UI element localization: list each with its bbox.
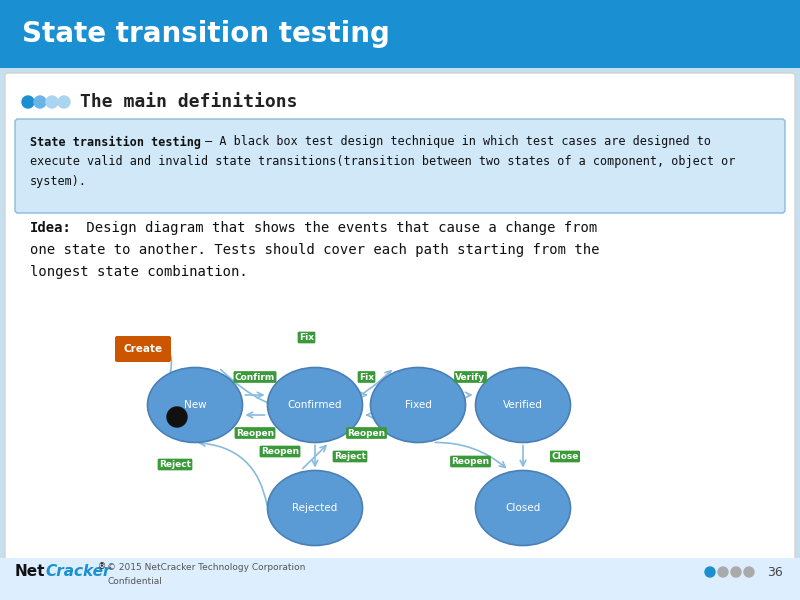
- Ellipse shape: [475, 367, 570, 443]
- Circle shape: [705, 567, 715, 577]
- Ellipse shape: [267, 367, 362, 443]
- Text: Closed: Closed: [506, 503, 541, 513]
- Circle shape: [731, 567, 741, 577]
- Text: Cracker: Cracker: [45, 565, 110, 580]
- Ellipse shape: [267, 470, 362, 545]
- Text: 36: 36: [767, 565, 783, 578]
- Ellipse shape: [147, 367, 242, 443]
- Text: New: New: [184, 400, 206, 410]
- Bar: [0, 558, 800, 600]
- Text: Reject: Reject: [159, 460, 191, 469]
- Text: Rejected: Rejected: [292, 503, 338, 513]
- Text: State transition testing: State transition testing: [22, 20, 390, 48]
- Text: Confirmed: Confirmed: [288, 400, 342, 410]
- Ellipse shape: [370, 367, 466, 443]
- Text: The main definitions: The main definitions: [80, 93, 298, 111]
- Text: Reopen: Reopen: [236, 428, 274, 437]
- Text: longest state combination.: longest state combination.: [30, 265, 248, 279]
- Text: one state to another. Tests should cover each path starting from the: one state to another. Tests should cover…: [30, 243, 599, 257]
- FancyBboxPatch shape: [15, 119, 785, 213]
- Text: Net: Net: [15, 565, 46, 580]
- Text: Verified: Verified: [503, 400, 543, 410]
- Ellipse shape: [475, 470, 570, 545]
- Text: Fixed: Fixed: [405, 400, 431, 410]
- Text: State transition testing: State transition testing: [30, 136, 201, 149]
- FancyBboxPatch shape: [5, 73, 795, 561]
- Circle shape: [34, 96, 46, 108]
- Circle shape: [167, 407, 187, 427]
- FancyBboxPatch shape: [115, 336, 171, 362]
- Text: execute valid and invalid state transitions(transition between two states of a c: execute valid and invalid state transiti…: [30, 155, 735, 169]
- Text: Design diagram that shows the events that cause a change from: Design diagram that shows the events tha…: [78, 221, 598, 235]
- Text: Confirm: Confirm: [235, 373, 275, 382]
- Text: – A black box test design technique in which test cases are designed to: – A black box test design technique in w…: [198, 136, 711, 148]
- Text: Fix: Fix: [359, 373, 374, 382]
- Circle shape: [58, 96, 70, 108]
- Text: Confidential: Confidential: [107, 577, 162, 587]
- Text: Idea:: Idea:: [30, 221, 72, 235]
- Text: Fix: Fix: [299, 333, 314, 342]
- Text: Create: Create: [123, 344, 162, 354]
- Text: © 2015 NetCracker Technology Corporation: © 2015 NetCracker Technology Corporation: [107, 563, 306, 571]
- Text: ®: ®: [98, 563, 106, 571]
- Circle shape: [46, 96, 58, 108]
- Circle shape: [744, 567, 754, 577]
- Bar: [0, 0, 800, 68]
- Text: Reopen: Reopen: [451, 457, 490, 466]
- Text: Close: Close: [551, 452, 578, 461]
- Text: Reject: Reject: [334, 452, 366, 461]
- Text: Reopen: Reopen: [261, 447, 299, 456]
- Circle shape: [22, 96, 34, 108]
- Circle shape: [718, 567, 728, 577]
- Text: Reopen: Reopen: [347, 428, 386, 437]
- Text: system).: system).: [30, 175, 87, 188]
- Text: Verify: Verify: [455, 373, 486, 382]
